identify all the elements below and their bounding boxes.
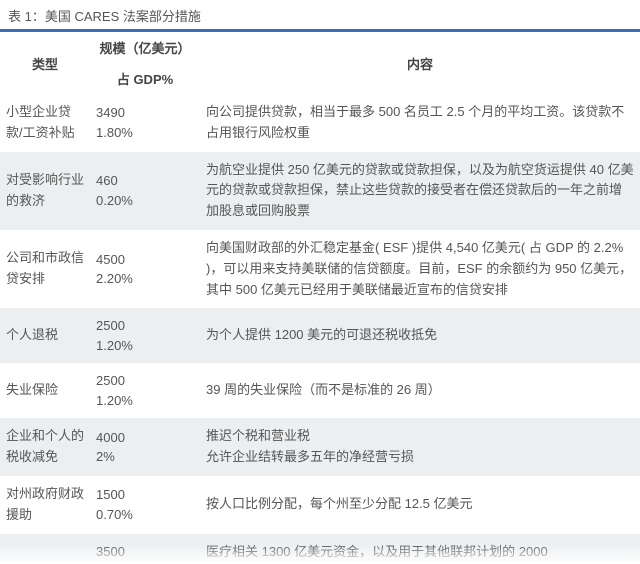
th-scale-top: 规模（亿美元） xyxy=(90,32,200,63)
cell-scale: 2500 1.20% xyxy=(90,308,200,363)
cell-desc: 按人口比例分配，每个州至少分配 12.5 亿美元 xyxy=(200,476,640,534)
table-row: 企业和个人的税收减免4000 2%推迟个税和营业税 允许企业结转最多五年的净经营… xyxy=(0,418,640,476)
table-row: 对受影响行业的救济460 0.20%为航空业提供 250 亿美元的贷款或贷款担保… xyxy=(0,152,640,230)
cell-desc: 推迟个税和营业税 允许企业结转最多五年的净经营亏损 xyxy=(200,418,640,476)
cell-type: 小型企业贷款/工资补贴 xyxy=(0,94,90,152)
table-row: 个人退税2500 1.20%为个人提供 1200 美元的可退还税收抵免 xyxy=(0,308,640,363)
cell-desc: 39 周的失业保险（而不是标准的 26 周） xyxy=(200,363,640,418)
table-row: 失业保险2500 1.20%39 周的失业保险（而不是标准的 26 周） xyxy=(0,363,640,418)
cell-type: 对州政府财政援助 xyxy=(0,476,90,534)
cell-type: 企业和个人的税收减免 xyxy=(0,418,90,476)
cell-desc: 向美国财政部的外汇稳定基金( ESF )提供 4,540 亿美元( 占 GDP … xyxy=(200,230,640,308)
cell-scale: 4000 2% xyxy=(90,418,200,476)
cell-scale: 4500 2.20% xyxy=(90,230,200,308)
table-row: 对州政府财政援助1500 0.70%按人口比例分配，每个州至少分配 12.5 亿… xyxy=(0,476,640,534)
cell-scale: 460 0.20% xyxy=(90,152,200,230)
cell-desc: 为航空业提供 250 亿美元的贷款或贷款担保，以及为航空货运提供 40 亿美元的… xyxy=(200,152,640,230)
cares-table: 类型 规模（亿美元） 内容 占 GDP% 小型企业贷款/工资补贴3490 1.8… xyxy=(0,32,640,562)
table-head: 类型 规模（亿美元） 内容 占 GDP% xyxy=(0,32,640,94)
table-row: 小型企业贷款/工资补贴3490 1.80%向公司提供贷款，相当于最多 500 名… xyxy=(0,94,640,152)
cell-desc: 向公司提供贷款，相当于最多 500 名员工 2.5 个月的平均工资。该贷款不占用… xyxy=(200,94,640,152)
cell-scale: 3490 1.80% xyxy=(90,94,200,152)
cell-type: 失业保险 xyxy=(0,363,90,418)
cell-type: 公司和市政信贷安排 xyxy=(0,230,90,308)
th-type: 类型 xyxy=(0,32,90,94)
cell-scale: 1500 0.70% xyxy=(90,476,200,534)
th-desc: 内容 xyxy=(200,32,640,94)
bottom-fade xyxy=(0,544,640,564)
table-row: 公司和市政信贷安排4500 2.20%向美国财政部的外汇稳定基金( ESF )提… xyxy=(0,230,640,308)
cell-desc: 为个人提供 1200 美元的可退还税收抵免 xyxy=(200,308,640,363)
table-title: 表 1：美国 CARES 法案部分措施 xyxy=(0,0,640,29)
th-scale-bottom: 占 GDP% xyxy=(90,63,200,94)
cell-scale: 2500 1.20% xyxy=(90,363,200,418)
table-body: 小型企业贷款/工资补贴3490 1.80%向公司提供贷款，相当于最多 500 名… xyxy=(0,94,640,562)
cell-type: 个人退税 xyxy=(0,308,90,363)
cell-type: 对受影响行业的救济 xyxy=(0,152,90,230)
